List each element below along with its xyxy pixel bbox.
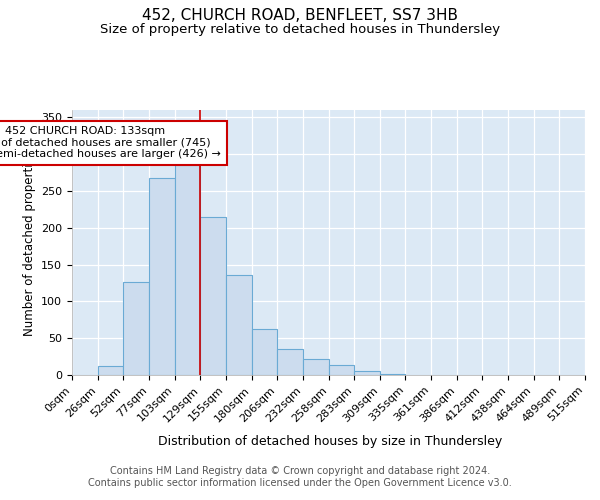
Bar — [98, 366, 124, 375]
Bar — [200, 216, 226, 375]
Bar — [354, 372, 380, 375]
Bar — [226, 275, 251, 375]
Bar — [277, 348, 303, 375]
Text: 452 CHURCH ROAD: 133sqm
← 64% of detached houses are smaller (745)
36% of semi-d: 452 CHURCH ROAD: 133sqm ← 64% of detache… — [0, 126, 221, 160]
Bar — [124, 282, 149, 375]
Bar — [380, 374, 406, 375]
Text: Contains HM Land Registry data © Crown copyright and database right 2024.
Contai: Contains HM Land Registry data © Crown c… — [88, 466, 512, 487]
Text: Size of property relative to detached houses in Thundersley: Size of property relative to detached ho… — [100, 22, 500, 36]
Bar — [329, 366, 354, 375]
Bar — [175, 165, 200, 375]
Bar — [251, 330, 277, 375]
Text: Distribution of detached houses by size in Thundersley: Distribution of detached houses by size … — [158, 435, 502, 448]
Y-axis label: Number of detached properties: Number of detached properties — [23, 150, 35, 336]
Bar — [149, 178, 175, 375]
Text: 452, CHURCH ROAD, BENFLEET, SS7 3HB: 452, CHURCH ROAD, BENFLEET, SS7 3HB — [142, 8, 458, 22]
Bar — [303, 359, 329, 375]
